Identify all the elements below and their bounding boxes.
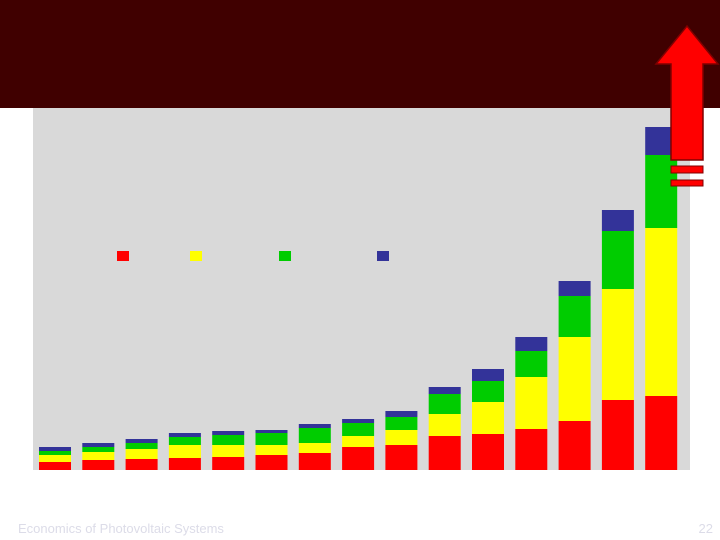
bar-segment <box>472 369 504 381</box>
bar-segment <box>39 462 71 470</box>
bar-segment <box>82 443 115 447</box>
bar-segment <box>428 387 461 394</box>
bar-segment <box>342 423 375 436</box>
bar-segment <box>472 381 504 402</box>
bar-segment <box>125 439 158 443</box>
bar-segment <box>558 296 591 337</box>
bar-segment <box>39 447 71 451</box>
bar-segment <box>298 428 331 443</box>
bar-segment <box>298 453 331 470</box>
bar-segment <box>601 210 634 231</box>
bar-segment <box>601 231 634 289</box>
bar-segment <box>39 451 71 455</box>
bar-segment <box>168 433 201 437</box>
bar-segment <box>515 351 548 377</box>
bar-segment <box>645 396 678 470</box>
bar-segment <box>515 429 548 470</box>
bar-segment <box>428 394 461 414</box>
bar-segment <box>645 228 678 396</box>
bar-segment <box>515 377 548 429</box>
legend-swatch <box>190 251 202 261</box>
bar-segment <box>212 445 245 457</box>
bar-segment <box>168 458 201 470</box>
page-number: 22 <box>699 521 713 536</box>
bar-segment <box>601 400 634 470</box>
bar-segment <box>515 337 548 351</box>
bar-segment <box>255 430 288 433</box>
bar-segment <box>385 411 418 417</box>
bar-segment <box>472 402 504 434</box>
header-band <box>0 0 720 108</box>
bar-segment <box>255 433 288 445</box>
bar-segment <box>255 455 288 470</box>
bar-segment <box>125 459 158 470</box>
bar-segment <box>212 457 245 470</box>
bar-segment <box>125 449 158 459</box>
bar-segment <box>82 452 115 460</box>
bar-segment <box>385 445 418 470</box>
bar-segment <box>472 434 504 470</box>
plot-area <box>33 108 690 470</box>
legend-swatch <box>377 251 389 261</box>
bar-segment <box>558 421 591 470</box>
legend-swatch <box>117 251 129 261</box>
arrow-icon <box>654 24 720 187</box>
footer-title: Economics of Photovoltaic Systems <box>18 521 224 536</box>
bar-segment <box>168 445 201 458</box>
bar-segment <box>342 436 375 447</box>
bar-segment <box>298 424 331 428</box>
bar-segment <box>255 445 288 455</box>
bar-segment <box>168 437 201 445</box>
bar-segment <box>212 431 245 435</box>
bar-segment <box>82 447 115 452</box>
bar-segment <box>82 460 115 470</box>
bar-segment <box>558 281 591 296</box>
bar-segment <box>428 414 461 436</box>
bar-segment <box>385 430 418 445</box>
bar-segment <box>212 435 245 445</box>
bar-segment <box>342 447 375 470</box>
bar-segment <box>125 443 158 449</box>
legend-swatch <box>279 251 291 261</box>
bar-segment <box>342 419 375 423</box>
bar-segment <box>385 417 418 430</box>
bar-segment <box>601 289 634 400</box>
bar-segment <box>428 436 461 470</box>
bar-segment <box>39 455 71 462</box>
bar-segment <box>558 337 591 421</box>
bars <box>39 127 678 470</box>
bar-segment <box>298 443 331 453</box>
